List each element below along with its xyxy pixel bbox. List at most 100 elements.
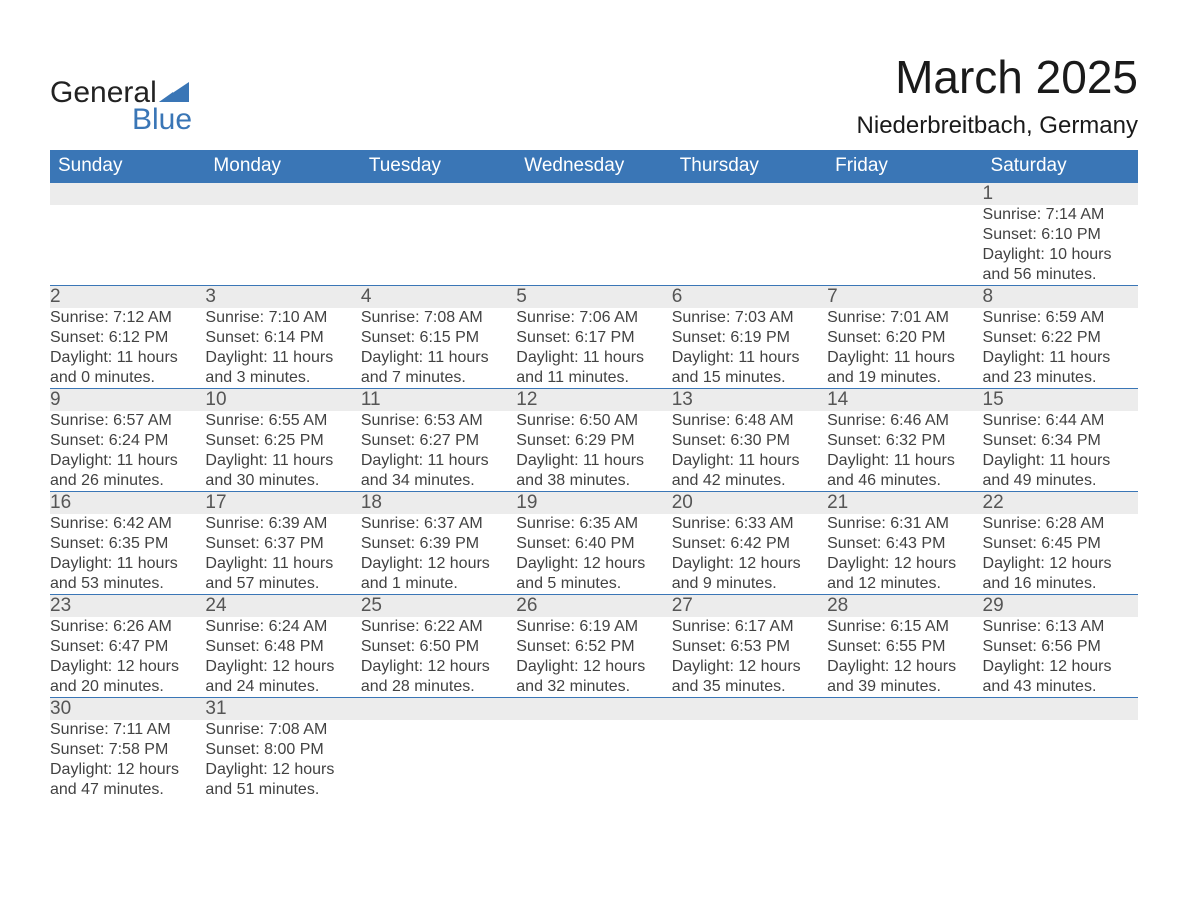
day-number: 1: [983, 183, 994, 204]
sunrise-text: Sunrise: 6:53 AM: [361, 411, 516, 431]
day-number-cell: 19: [516, 492, 671, 515]
day-data-row: Sunrise: 6:42 AMSunset: 6:35 PMDaylight:…: [50, 514, 1138, 595]
day-number: 15: [983, 389, 1004, 410]
daylight-text: Daylight: 11 hours: [50, 348, 205, 368]
sunrise-text: Sunrise: 7:10 AM: [205, 308, 360, 328]
day-number: 22: [983, 492, 1004, 513]
sunset-text: Sunset: 6:40 PM: [516, 534, 671, 554]
day-number: 17: [205, 492, 226, 513]
day-data-cell: Sunrise: 7:14 AMSunset: 6:10 PMDaylight:…: [983, 205, 1138, 286]
daylight-text: and 16 minutes.: [983, 574, 1138, 594]
day-number-cell: 29: [983, 595, 1138, 618]
day-number-cell: [516, 698, 671, 721]
day-data-row: Sunrise: 7:14 AMSunset: 6:10 PMDaylight:…: [50, 205, 1138, 286]
day-data-cell: Sunrise: 7:06 AMSunset: 6:17 PMDaylight:…: [516, 308, 671, 389]
day-number-cell: [516, 183, 671, 205]
sunrise-text: Sunrise: 6:44 AM: [983, 411, 1138, 431]
daylight-text: Daylight: 11 hours: [516, 348, 671, 368]
sunrise-text: Sunrise: 7:08 AM: [361, 308, 516, 328]
daylight-text: Daylight: 11 hours: [983, 348, 1138, 368]
day-data-cell: Sunrise: 6:46 AMSunset: 6:32 PMDaylight:…: [827, 411, 982, 492]
daylight-text: and 51 minutes.: [205, 780, 360, 800]
daylight-text: Daylight: 11 hours: [672, 451, 827, 471]
day-data-cell: Sunrise: 6:59 AMSunset: 6:22 PMDaylight:…: [983, 308, 1138, 389]
daylight-text: and 7 minutes.: [361, 368, 516, 388]
sunset-text: Sunset: 6:50 PM: [361, 637, 516, 657]
weekday-header: Saturday: [983, 150, 1138, 183]
day-number: 13: [672, 389, 693, 410]
sunset-text: Sunset: 6:34 PM: [983, 431, 1138, 451]
sunrise-text: Sunrise: 6:19 AM: [516, 617, 671, 637]
sunset-text: Sunset: 6:25 PM: [205, 431, 360, 451]
sunrise-text: Sunrise: 6:24 AM: [205, 617, 360, 637]
daylight-text: and 56 minutes.: [983, 265, 1138, 285]
sunrise-text: Sunrise: 6:59 AM: [983, 308, 1138, 328]
day-number: 19: [516, 492, 537, 513]
month-title: March 2025: [857, 50, 1138, 104]
day-data-cell: Sunrise: 6:13 AMSunset: 6:56 PMDaylight:…: [983, 617, 1138, 698]
day-number-cell: 16: [50, 492, 205, 515]
day-number-cell: 26: [516, 595, 671, 618]
daylight-text: Daylight: 12 hours: [205, 760, 360, 780]
day-number: 20: [672, 492, 693, 513]
daylight-text: and 30 minutes.: [205, 471, 360, 491]
day-number-cell: 28: [827, 595, 982, 618]
sunset-text: Sunset: 6:14 PM: [205, 328, 360, 348]
sunset-text: Sunset: 6:22 PM: [983, 328, 1138, 348]
day-data-cell: Sunrise: 6:44 AMSunset: 6:34 PMDaylight:…: [983, 411, 1138, 492]
daylight-text: and 47 minutes.: [50, 780, 205, 800]
daylight-text: Daylight: 12 hours: [827, 554, 982, 574]
sunset-text: Sunset: 6:17 PM: [516, 328, 671, 348]
day-number-cell: 9: [50, 389, 205, 412]
day-number: 29: [983, 595, 1004, 616]
day-number: 30: [50, 698, 71, 719]
day-data-cell: [827, 720, 982, 800]
daylight-text: and 42 minutes.: [672, 471, 827, 491]
day-data-cell: Sunrise: 7:11 AMSunset: 7:58 PMDaylight:…: [50, 720, 205, 800]
daylight-text: Daylight: 12 hours: [361, 657, 516, 677]
day-number-cell: 30: [50, 698, 205, 721]
sunrise-text: Sunrise: 7:11 AM: [50, 720, 205, 740]
day-number: 14: [827, 389, 848, 410]
day-data-cell: [516, 720, 671, 800]
day-number-row: 23242526272829: [50, 595, 1138, 618]
day-number: 28: [827, 595, 848, 616]
day-number-cell: 20: [672, 492, 827, 515]
day-data-cell: Sunrise: 7:01 AMSunset: 6:20 PMDaylight:…: [827, 308, 982, 389]
daylight-text: and 11 minutes.: [516, 368, 671, 388]
day-number-cell: 8: [983, 286, 1138, 309]
day-number-cell: [361, 183, 516, 205]
sunset-text: Sunset: 6:20 PM: [827, 328, 982, 348]
day-data-cell: [672, 720, 827, 800]
day-data-cell: Sunrise: 7:08 AMSunset: 8:00 PMDaylight:…: [205, 720, 360, 800]
day-data-cell: Sunrise: 7:10 AMSunset: 6:14 PMDaylight:…: [205, 308, 360, 389]
daylight-text: and 53 minutes.: [50, 574, 205, 594]
daylight-text: and 43 minutes.: [983, 677, 1138, 697]
daylight-text: and 26 minutes.: [50, 471, 205, 491]
weekday-header: Wednesday: [516, 150, 671, 183]
day-number: 25: [361, 595, 382, 616]
day-number-cell: 27: [672, 595, 827, 618]
daylight-text: and 15 minutes.: [672, 368, 827, 388]
sunset-text: Sunset: 6:56 PM: [983, 637, 1138, 657]
day-number-cell: 11: [361, 389, 516, 412]
daylight-text: Daylight: 11 hours: [827, 451, 982, 471]
daylight-text: and 12 minutes.: [827, 574, 982, 594]
day-number-cell: 24: [205, 595, 360, 618]
sunset-text: Sunset: 6:27 PM: [361, 431, 516, 451]
day-number-cell: [827, 698, 982, 721]
day-data-cell: Sunrise: 6:26 AMSunset: 6:47 PMDaylight:…: [50, 617, 205, 698]
day-number: 8: [983, 286, 994, 307]
day-number: 6: [672, 286, 683, 307]
day-number: 2: [50, 286, 61, 307]
daylight-text: Daylight: 12 hours: [516, 657, 671, 677]
daylight-text: and 19 minutes.: [827, 368, 982, 388]
sunrise-text: Sunrise: 6:37 AM: [361, 514, 516, 534]
daylight-text: and 35 minutes.: [672, 677, 827, 697]
sunrise-text: Sunrise: 6:31 AM: [827, 514, 982, 534]
sunset-text: Sunset: 6:39 PM: [361, 534, 516, 554]
sunrise-text: Sunrise: 6:13 AM: [983, 617, 1138, 637]
day-data-cell: Sunrise: 7:08 AMSunset: 6:15 PMDaylight:…: [361, 308, 516, 389]
day-data-cell: [672, 205, 827, 286]
daylight-text: Daylight: 12 hours: [50, 760, 205, 780]
